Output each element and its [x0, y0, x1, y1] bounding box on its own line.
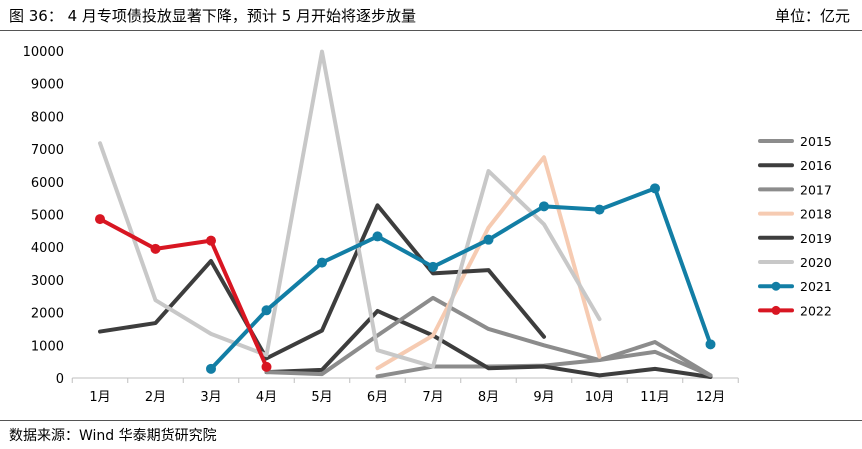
data-point-2021	[705, 339, 716, 350]
legend-label-2021: 2021	[800, 279, 832, 294]
y-axis: 0 1000 2000 3000 4000 5000 6000 7000 8000 9000 100…	[23, 45, 64, 387]
legend-label-2016: 2016	[800, 158, 832, 173]
y-tick-label: 4000	[31, 241, 64, 256]
data-point-2021	[650, 183, 660, 194]
series-line-2022	[98, 217, 269, 369]
y-tick-label: 3000	[31, 274, 64, 289]
legend-label-2017: 2017	[800, 182, 832, 197]
x-tick-label: 11月	[640, 390, 670, 405]
legend-label-2019: 2019	[800, 231, 832, 246]
source-note: 数据来源：Wind 华泰期货研究院	[9, 428, 217, 444]
legend-label-2015: 2015	[800, 134, 832, 149]
y-tick-label: 7000	[31, 143, 64, 158]
line-chart: 0 1000 2000 3000 4000 5000 6000 7000 8000 9000 100…	[23, 45, 832, 405]
series-line-2019	[98, 203, 546, 361]
legend-label-2020: 2020	[800, 255, 832, 270]
series-line-2016	[264, 308, 713, 380]
data-point-2021	[206, 363, 216, 374]
series-line-2021	[209, 186, 713, 371]
chart-title: 图 36： 4 月专项债投放显著下降，预计 5 月开始将逐步放量	[9, 7, 417, 25]
bottom-rule	[0, 420, 862, 421]
x-tick-label: 5月	[311, 390, 332, 405]
data-point-2022	[206, 235, 216, 246]
x-tick-label: 8月	[478, 390, 499, 405]
y-tick-label: 5000	[31, 209, 64, 224]
y-tick-label: 9000	[31, 78, 64, 93]
plot-area	[95, 49, 716, 380]
series-line-2018	[375, 155, 602, 371]
x-tick-label: 6月	[367, 390, 388, 405]
top-rule	[0, 30, 862, 31]
data-point-2022	[150, 243, 161, 254]
y-tick-label: 6000	[31, 176, 64, 191]
unit-label: 单位：亿元	[774, 7, 850, 25]
x-tick-label: 7月	[422, 390, 443, 405]
x-tick-label: 3月	[200, 390, 221, 405]
legend-label-2018: 2018	[800, 207, 832, 222]
x-tick-label: 2月	[145, 390, 166, 405]
series-line-2017	[264, 295, 713, 378]
legend-marker-2021	[771, 281, 781, 291]
x-tick-label: 10月	[585, 390, 615, 405]
data-point-2022	[95, 214, 105, 225]
data-point-2021	[317, 257, 327, 268]
legend-marker-2022	[771, 305, 781, 315]
data-point-2021	[372, 231, 383, 242]
series-line-2020	[98, 49, 602, 369]
x-tick-label: 1月	[89, 390, 110, 405]
data-point-2022	[261, 361, 272, 372]
x-tick-label: 9月	[533, 390, 554, 405]
title-bar: 图 36： 4 月专项债投放显著下降，预计 5 月开始将逐步放量 单位：亿元	[0, 0, 862, 30]
legend-label-2022: 2022	[800, 303, 832, 318]
y-tick-label: 8000	[31, 110, 64, 125]
x-axis: 1月 2月 3月 4月 5月 6月 7月 8月 9月 10月 11月 12月	[71, 377, 739, 405]
data-point-2021	[428, 261, 438, 272]
y-tick-label: 0	[56, 372, 64, 387]
data-point-2021	[539, 201, 549, 212]
y-tick-label: 10000	[23, 45, 64, 60]
legend: 2015 2016 2017 2018 2019 2020 2021 2022	[758, 134, 832, 318]
x-tick-label: 12月	[696, 390, 726, 405]
data-point-2021	[261, 305, 272, 316]
y-tick-label: 2000	[31, 307, 64, 322]
data-point-2021	[594, 204, 605, 215]
data-point-2021	[483, 234, 494, 245]
y-tick-label: 1000	[31, 339, 64, 354]
x-tick-label: 4月	[256, 390, 277, 405]
